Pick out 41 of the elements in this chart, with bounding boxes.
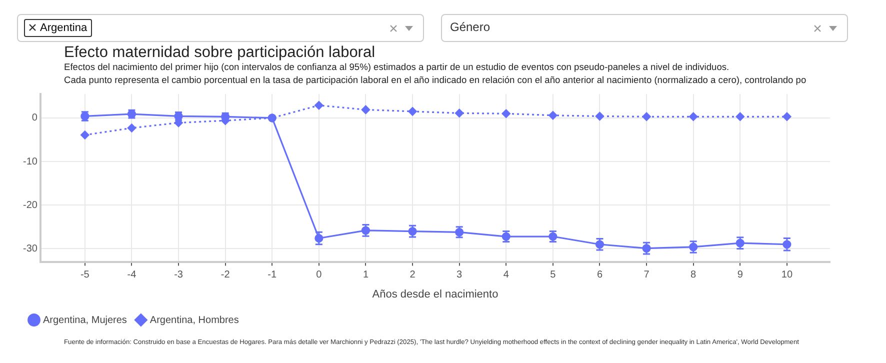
- point: [502, 109, 510, 118]
- point: [361, 105, 370, 114]
- x-tick-label: 7: [644, 270, 650, 281]
- chart-subtitle: Efectos del nacimiento del primer hijo (con intervalos de confianza al 95%) estimados a partir de un estudio de eventos con pseudo-paneles a nivel de individuos. Cada punto representa el cambio porcentual en la tasa de participación laboral en el año indicado en relación con el año anterior al nacimiento (normalizado a cero), controlando po: [64, 61, 806, 87]
- point: [455, 108, 464, 118]
- x-tick-label: 9: [737, 270, 744, 281]
- x-tick-label: 0: [316, 270, 322, 281]
- point: [548, 111, 558, 120]
- point: [268, 114, 276, 122]
- text: Género: [450, 20, 490, 34]
- legend-label: Argentina, Hombres: [150, 314, 239, 326]
- x-tick-label: 6: [596, 270, 603, 281]
- point: [736, 112, 744, 121]
- x-tick-label: -5: [80, 270, 90, 281]
- x-tick-label: -4: [127, 270, 137, 281]
- point: [80, 130, 90, 140]
- y-tick-label: 0: [32, 112, 38, 124]
- point: [314, 101, 324, 110]
- point: [642, 112, 651, 121]
- x-tick-label: 1: [362, 270, 369, 281]
- y-tick-label: -30: [23, 243, 38, 254]
- x-tick-label: 2: [410, 270, 416, 281]
- y-tick-label: -20: [23, 200, 38, 211]
- x-tick-label: 4: [503, 270, 510, 281]
- point: [689, 112, 698, 121]
- x-axis-title: Años desde el nacimiento: [372, 288, 498, 300]
- point: [595, 112, 604, 121]
- x-tick-label: 10: [781, 270, 793, 281]
- x-tick-label: -3: [174, 270, 184, 281]
- text: Argentina: [40, 22, 88, 34]
- chart-title: Efecto maternidad sobre participación laboral: [64, 44, 376, 62]
- point: [782, 112, 792, 121]
- x-tick-label: -1: [268, 270, 277, 281]
- point: [408, 107, 417, 116]
- legend-label: Argentina, Mujeres: [43, 314, 127, 326]
- x-tick-label: 8: [690, 270, 697, 281]
- x-tick-label: 3: [456, 270, 463, 281]
- y-tick-label: -10: [23, 156, 38, 168]
- x-tick-label: -2: [220, 270, 230, 281]
- x-tick-label: 5: [550, 270, 556, 281]
- point: [127, 124, 136, 132]
